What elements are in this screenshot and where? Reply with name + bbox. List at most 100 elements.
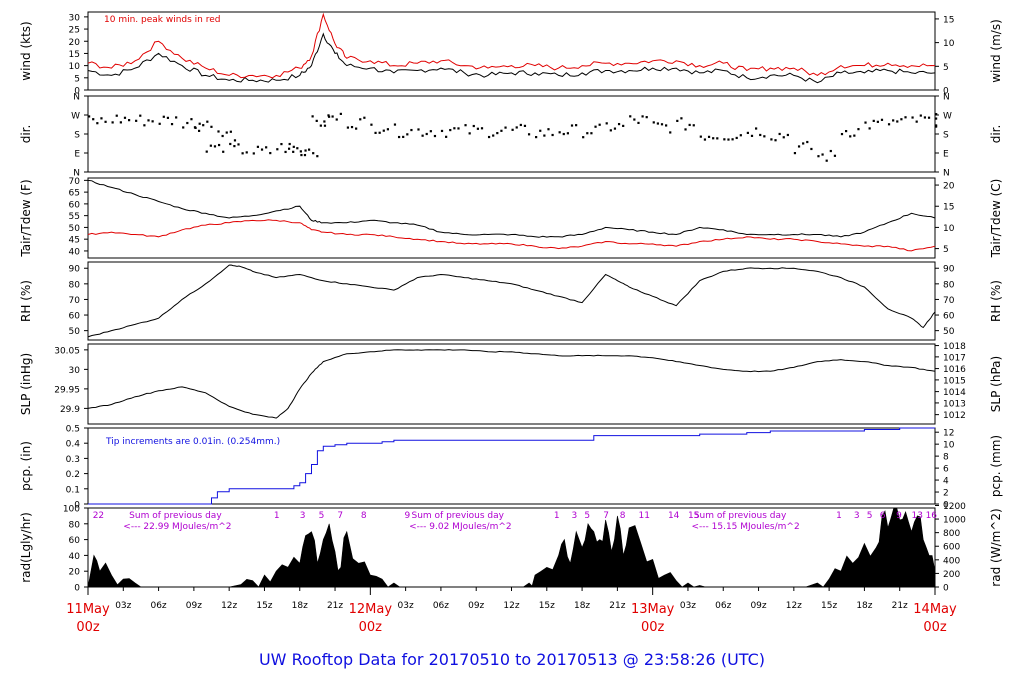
wind-dir-point [911, 116, 914, 119]
radiation-hour-label: 7 [337, 511, 343, 521]
wind-dir-point [335, 118, 338, 121]
wind-dir-point [759, 133, 762, 137]
wind-dir-point [562, 132, 565, 136]
wind-dir-point [582, 136, 585, 139]
panel-frame [87, 11, 936, 91]
wind-dir-point [590, 132, 593, 135]
wind-dir-point [319, 124, 322, 127]
wind-dir-point [241, 152, 244, 155]
y-tick-label-right: W [943, 112, 952, 122]
wind-dir-point [363, 116, 366, 119]
x-day-hour-label: 00z [359, 620, 383, 635]
y-tick-label-right: 0 [943, 584, 949, 594]
wind-dir-point [323, 120, 326, 123]
wind-dir-point [558, 131, 561, 134]
radiation-sum-annotation: <--- 15.15 MJoules/m^2 [691, 522, 799, 532]
x-tick-label: 15z [821, 601, 837, 611]
x-tick-label: 06z [433, 601, 449, 611]
wind-dir-point [386, 128, 390, 131]
wind-dir-point [245, 151, 248, 154]
panel-frame [87, 343, 936, 425]
wind-dir-point [88, 115, 91, 118]
panel-pcp: 0 0.1 0.2 0.3 0.4 0.5 0 2 4 6 8 10 12 pcp. (in) pcp. (… [19, 425, 1003, 511]
y-tick-label-left: 90 [69, 265, 81, 275]
wind-dir-point [868, 127, 871, 130]
wind-dir-point [217, 130, 220, 133]
wind-dir-point [433, 134, 437, 138]
wind-dir-point [100, 117, 103, 120]
wind-dir-point [453, 127, 456, 130]
wind-dir-point [750, 134, 754, 137]
wind-dir-point [810, 147, 813, 151]
wind-dir-point [382, 129, 385, 132]
wind-dir-point [233, 139, 237, 142]
radiation-hour-label: 3 [854, 511, 860, 521]
wind-dir-point [872, 119, 875, 122]
wind-dir-point [170, 123, 174, 126]
y-tick-label-right: 12 [943, 429, 954, 439]
wind-dir-point [378, 131, 381, 134]
wind-dir-point [210, 125, 213, 128]
wind-dir-point [402, 135, 405, 139]
y-tick-label-right: 10 [943, 39, 955, 49]
wind-dir-point [393, 123, 397, 126]
y-tick-label-left: 100 [63, 505, 80, 515]
y-tick-label-right: 20 [943, 182, 955, 192]
wind-dir-point [774, 139, 777, 142]
series-pcp [88, 427, 935, 505]
y-tick-label-right: 1017 [943, 353, 966, 363]
y-tick-label-left: 15 [69, 50, 80, 60]
wind-dir-point [147, 119, 150, 122]
radiation-hour-label: 16 [926, 511, 938, 521]
wind-dir-point [229, 142, 232, 146]
wind-dir-point [92, 118, 95, 121]
wind-dir-point [440, 129, 444, 133]
x-tick-label: 06z [715, 601, 731, 611]
y-tick-label-right: 4 [943, 477, 949, 487]
panel-frame [87, 261, 936, 341]
radiation-hour-label: 1 [554, 511, 560, 521]
y-tick-label-right: 0 [943, 87, 949, 97]
wind-dir-point [190, 118, 193, 121]
wind-dir-point [346, 126, 350, 129]
wind-dir-point [158, 122, 161, 125]
wind-dir-point [500, 129, 503, 132]
wind-dir-point [633, 118, 636, 121]
radiation-hour-label: 13 [911, 511, 922, 521]
wind-dir-point [355, 127, 358, 130]
radiation-hour-label: 11 [639, 511, 650, 521]
wind-dir-point [575, 124, 578, 127]
y-tick-label-right: S [943, 131, 949, 141]
wind-dir-point [935, 125, 938, 128]
x-tick-label: 03z [680, 601, 696, 611]
y-tick-label-left: 65 [69, 189, 80, 199]
y-axis-label-left: SLP (inHg) [19, 353, 33, 415]
wind-dir-point [468, 132, 471, 135]
y-tick-label-left: 25 [69, 26, 80, 36]
panel-rad: 020406080100020040060080010001200rad(Lgl… [19, 502, 1003, 594]
wind-dir-point [511, 128, 514, 131]
radiation-sum-annotation: <--- 9.02 MJoules/m^2 [409, 522, 511, 532]
wind-dir-point [445, 135, 448, 138]
x-tick-label: 09z [750, 601, 766, 611]
wind-dir-point [793, 152, 797, 155]
wind-dir-point [197, 129, 201, 132]
wind-dir-point [896, 120, 899, 123]
x-day-label: 11May [66, 602, 110, 617]
y-axis-label-right: Tair/Tdew (C) [989, 179, 1003, 259]
wind-dir-point [935, 113, 938, 116]
y-tick-label-right: 70 [943, 296, 955, 306]
radiation-hour-label: 1 [274, 511, 280, 521]
wind-dir-point [688, 123, 691, 127]
y-axis-label-right: RH (%) [989, 280, 1003, 322]
y-tick-label-right: 400 [943, 556, 960, 566]
wind-dir-point [472, 124, 475, 128]
wind-dir-point [727, 138, 730, 141]
wind-dir-point [739, 134, 742, 137]
y-tick-label-left: 30 [69, 13, 81, 23]
y-tick-label-left: 0 [74, 501, 80, 511]
y-axis-label-left: pcp. (in) [19, 441, 33, 491]
series-rh [87, 264, 936, 338]
wind-dir-point [515, 126, 518, 129]
